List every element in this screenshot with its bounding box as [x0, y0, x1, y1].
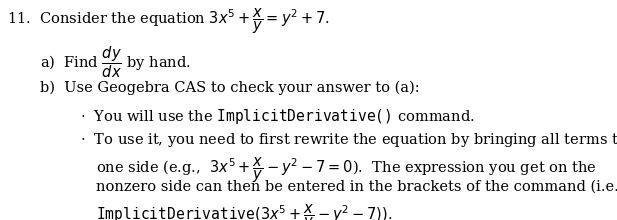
Text: $\mathtt{ImplicitDerivative}(3x^5 + \dfrac{x}{y} - y^2 - 7))$.: $\mathtt{ImplicitDerivative}(3x^5 + \dfr…: [96, 202, 392, 220]
Text: a)  Find $\dfrac{dy}{dx}$ by hand.: a) Find $\dfrac{dy}{dx}$ by hand.: [40, 44, 191, 80]
Text: one side (e.g.,  $3x^5 + \dfrac{x}{y} - y^2 - 7 = 0$).  The expression you get o: one side (e.g., $3x^5 + \dfrac{x}{y} - y…: [96, 155, 596, 185]
Text: 11.  Consider the equation $3x^5 + \dfrac{x}{y} = y^2 + 7$.: 11. Consider the equation $3x^5 + \dfrac…: [7, 7, 330, 36]
Text: nonzero side can then be entered in the brackets of the command (i.e.,: nonzero side can then be entered in the …: [96, 179, 617, 193]
Text: $\cdot$  You will use the $\mathtt{ImplicitDerivative()}$ command.: $\cdot$ You will use the $\mathtt{Implic…: [80, 107, 475, 126]
Text: $\cdot$  To use it, you need to first rewrite the equation by bringing all terms: $\cdot$ To use it, you need to first rew…: [80, 131, 617, 149]
Text: b)  Use Geogebra CAS to check your answer to (a):: b) Use Geogebra CAS to check your answer…: [40, 80, 420, 95]
